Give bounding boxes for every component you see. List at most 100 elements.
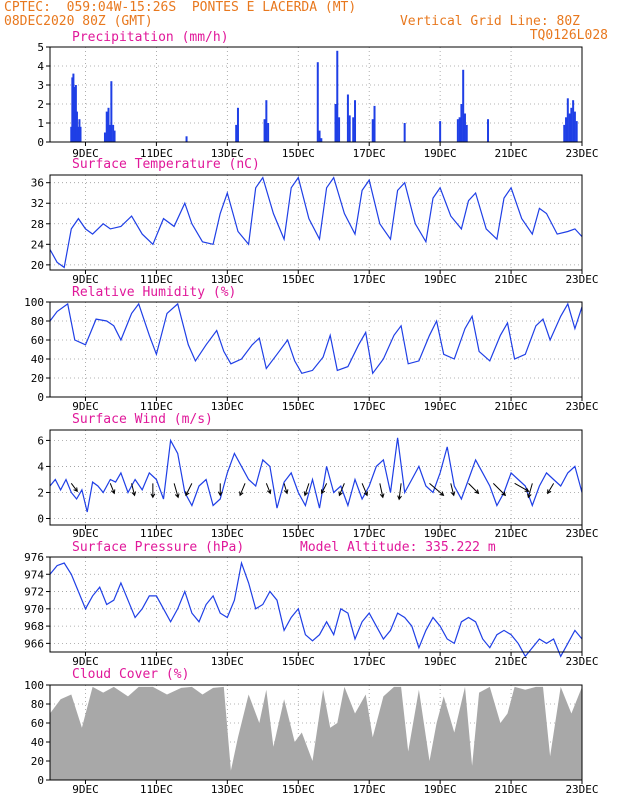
precip-bar xyxy=(78,119,81,142)
x-tick-label: 17DEC xyxy=(353,527,386,540)
rh-line xyxy=(49,302,583,375)
x-tick-label: 19DEC xyxy=(424,400,457,413)
y-tick-label: 40 xyxy=(31,353,44,366)
y-tick-label: 0 xyxy=(37,391,44,404)
y-tick-label: 970 xyxy=(24,603,44,616)
cloud-title: Cloud Cover (%) xyxy=(72,667,189,682)
x-tick-label: 9DEC xyxy=(72,527,99,540)
x-tick-label: 11DEC xyxy=(140,147,173,160)
x-tick-label: 9DEC xyxy=(72,655,99,668)
precip-bar xyxy=(113,130,116,142)
wind-arrow xyxy=(397,483,402,501)
precip-bar xyxy=(487,119,490,142)
precip-bar xyxy=(458,117,461,142)
wind-arrow xyxy=(109,483,116,495)
x-tick-label: 11DEC xyxy=(140,655,173,668)
wind-arrow xyxy=(527,483,533,499)
x-tick-label: 15DEC xyxy=(282,147,315,160)
x-tick-label: 21DEC xyxy=(495,273,528,286)
y-tick-label: 2 xyxy=(37,98,44,111)
precip-bar xyxy=(71,77,74,142)
wind-arrow xyxy=(338,483,345,497)
x-tick-label: 9DEC xyxy=(72,147,99,160)
wind-frame xyxy=(49,429,583,526)
y-tick-label: 4 xyxy=(37,60,44,73)
y-tick-label: 5 xyxy=(37,41,44,54)
precip-bar xyxy=(77,126,80,142)
precip-bar xyxy=(462,69,465,142)
temp-title: Surface Temperature (nC) xyxy=(72,157,260,172)
precip-bar xyxy=(465,124,468,142)
precip-bar xyxy=(263,119,266,142)
precip-bar xyxy=(185,136,188,142)
header-grid-note: Vertical Grid Line: 80Z xyxy=(399,14,580,29)
wind-arrow xyxy=(303,483,310,497)
precip-bar xyxy=(463,113,466,142)
precip-bar xyxy=(112,124,115,142)
x-tick-label: 11DEC xyxy=(140,400,173,413)
precip-bar xyxy=(334,104,337,142)
wind-arrow xyxy=(150,483,156,499)
rh-frame xyxy=(49,301,583,398)
y-tick-label: 60 xyxy=(31,717,44,730)
precip-bar xyxy=(109,124,112,142)
y-tick-label: 28 xyxy=(31,218,44,231)
precip-bar xyxy=(352,117,355,142)
header-date: 08DEC2020 80Z (GMT) xyxy=(4,14,153,29)
precip-bar xyxy=(346,94,349,142)
y-tick-label: 966 xyxy=(24,637,44,650)
precip-bar xyxy=(565,117,568,142)
pres-panel xyxy=(46,556,583,658)
precip-bar xyxy=(235,124,238,142)
precip-bar xyxy=(265,100,268,142)
precip-bar xyxy=(320,138,323,142)
x-tick-label: 23DEC xyxy=(565,783,598,796)
header-model-code: TQ0126L028 xyxy=(529,28,608,43)
x-tick-label: 11DEC xyxy=(140,273,173,286)
x-tick-label: 23DEC xyxy=(565,400,598,413)
precip-bar xyxy=(336,50,339,142)
wind-arrow xyxy=(514,482,530,492)
y-tick-label: 20 xyxy=(31,259,44,272)
temp-line xyxy=(49,176,583,269)
precip-bar xyxy=(318,130,321,142)
wind-arrow xyxy=(379,483,385,499)
precip-bar xyxy=(73,86,76,142)
y-tick-label: 80 xyxy=(31,315,44,328)
x-tick-label: 19DEC xyxy=(424,783,457,796)
temp-panel xyxy=(46,174,583,274)
wind-arrow xyxy=(361,483,368,497)
y-tick-label: 60 xyxy=(31,334,44,347)
y-tick-label: 0 xyxy=(37,774,44,787)
rh-title: Relative Humidity (%) xyxy=(72,285,236,300)
precip-bar xyxy=(70,126,73,142)
x-tick-label: 13DEC xyxy=(211,400,244,413)
precip-bar xyxy=(348,115,351,142)
y-tick-label: 20 xyxy=(31,372,44,385)
x-tick-label: 21DEC xyxy=(495,783,528,796)
precip-bar xyxy=(563,124,566,142)
y-tick-label: 0 xyxy=(37,512,44,525)
x-tick-label: 15DEC xyxy=(282,527,315,540)
pres-line xyxy=(49,560,583,658)
wind-arrow xyxy=(239,483,246,497)
wind-arrow xyxy=(547,483,555,495)
y-tick-label: 24 xyxy=(31,238,45,251)
wind-arrow xyxy=(173,483,180,499)
y-tick-label: 4 xyxy=(37,460,44,473)
x-tick-label: 15DEC xyxy=(282,273,315,286)
x-tick-label: 13DEC xyxy=(211,147,244,160)
precip-bar xyxy=(572,100,575,142)
x-tick-label: 23DEC xyxy=(565,147,598,160)
x-tick-label: 21DEC xyxy=(495,147,528,160)
x-tick-label: 9DEC xyxy=(72,273,99,286)
x-tick-label: 17DEC xyxy=(353,147,386,160)
precip-bar xyxy=(236,107,239,142)
y-tick-label: 32 xyxy=(31,197,44,210)
cloud-area xyxy=(50,686,582,780)
wind-arrow xyxy=(429,482,445,497)
x-tick-label: 23DEC xyxy=(565,273,598,286)
y-tick-label: 40 xyxy=(31,736,44,749)
x-tick-label: 9DEC xyxy=(72,400,99,413)
wind-panel xyxy=(46,429,583,529)
